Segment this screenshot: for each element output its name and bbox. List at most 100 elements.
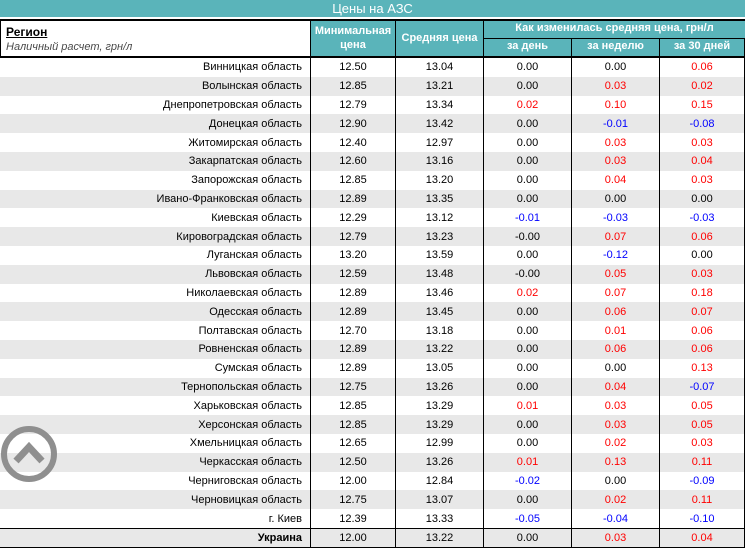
scroll-to-top-button[interactable] xyxy=(1,426,57,482)
min-price-value: 12.89 xyxy=(310,302,395,322)
change-per-day-value: -0.01 xyxy=(483,208,571,228)
change-per-30days-value: -0.10 xyxy=(659,509,745,528)
table-row: Черновицкая область 12.75 13.07 0.00 0.0… xyxy=(0,490,745,510)
min-price-value: 12.50 xyxy=(310,58,395,77)
table-row: Киевская область 12.29 13.12 -0.01 -0.03… xyxy=(0,208,745,228)
change-per-week-value: -0.12 xyxy=(571,245,659,265)
table-row: Ровненская область 12.89 13.22 0.00 0.06… xyxy=(0,339,745,359)
min-price-value: 12.85 xyxy=(310,396,395,416)
change-per-30days-value: 0.15 xyxy=(659,95,745,115)
region-name: Украина xyxy=(257,531,302,544)
change-per-30days-value: 0.03 xyxy=(659,433,745,453)
region-name: Луганская область xyxy=(206,249,302,262)
min-price-value: 12.85 xyxy=(310,76,395,96)
min-price-value: 12.79 xyxy=(310,95,395,115)
table-row: Винницкая область 12.50 13.04 0.00 0.00 … xyxy=(0,58,745,77)
change-per-week-value: -0.01 xyxy=(571,114,659,134)
region-column-header[interactable]: Регион xyxy=(6,24,48,39)
table-row: Черкасская область 12.50 13.26 0.01 0.13… xyxy=(0,452,745,472)
region-header-cell: Регион Наличный расчет, грн/л xyxy=(0,21,310,56)
region-name: Одесская область xyxy=(209,305,302,318)
change-per-30days-column-header: за 30 дней xyxy=(659,38,745,56)
avg-price-value: 13.26 xyxy=(395,452,483,472)
avg-price-value: 13.29 xyxy=(395,415,483,434)
region-name: Тернопольская область xyxy=(181,380,302,393)
change-per-30days-value: -0.08 xyxy=(659,114,745,134)
region-name: Черниговская область xyxy=(188,474,302,487)
change-per-30days-value: 0.03 xyxy=(659,133,745,152)
change-per-day-value: 0.00 xyxy=(483,151,571,171)
avg-price-value: 13.04 xyxy=(395,58,483,77)
change-per-week-value: 0.00 xyxy=(571,189,659,209)
table-row: Ивано-Франковская область 12.89 13.35 0.… xyxy=(0,189,745,209)
change-per-day-value: 0.02 xyxy=(483,95,571,115)
change-per-30days-value: 0.00 xyxy=(659,189,745,209)
table-row: г. Киев 12.39 13.33 -0.05 -0.04 -0.10 xyxy=(0,509,745,528)
change-per-day-value: 0.01 xyxy=(483,452,571,472)
change-per-week-value: 0.00 xyxy=(571,471,659,491)
region-name: Харьковская область xyxy=(193,399,303,412)
avg-price-value: 13.23 xyxy=(395,227,483,246)
change-per-week-value: 0.13 xyxy=(571,452,659,472)
table-row: Житомирская область 12.40 12.97 0.00 0.0… xyxy=(0,133,745,152)
change-per-30days-value: 0.13 xyxy=(659,358,745,378)
change-per-30days-value: 0.03 xyxy=(659,264,745,284)
change-per-week-value: 0.02 xyxy=(571,490,659,510)
region-name: Запорожская область xyxy=(191,174,302,187)
change-per-30days-value: 0.02 xyxy=(659,76,745,96)
region-name: Житомирская область xyxy=(188,136,302,149)
title-header-gap xyxy=(0,17,745,19)
avg-price-value: 13.18 xyxy=(395,321,483,340)
avg-price-value: 13.22 xyxy=(395,339,483,359)
table-row: Сумская область 12.89 13.05 0.00 0.00 0.… xyxy=(0,358,745,378)
min-price-value: 12.59 xyxy=(310,264,395,284)
change-per-30days-value: 0.04 xyxy=(659,528,745,547)
change-per-30days-value: 0.06 xyxy=(659,227,745,246)
scroll-to-top-ring xyxy=(1,426,57,482)
change-per-day-value: 0.00 xyxy=(483,302,571,322)
region-name: Волынская область xyxy=(201,80,302,93)
region-name: Винницкая область xyxy=(203,61,302,74)
min-price-value: 12.75 xyxy=(310,377,395,397)
min-price-value: 12.00 xyxy=(310,471,395,491)
change-per-30days-value: 0.11 xyxy=(659,490,745,510)
avg-price-value: 13.42 xyxy=(395,114,483,134)
change-per-day-value: -0.05 xyxy=(483,509,571,528)
change-per-30days-value: 0.07 xyxy=(659,302,745,322)
change-per-day-value: 0.00 xyxy=(483,189,571,209)
region-name: Николаевская область xyxy=(186,286,302,299)
change-per-day-value: -0.00 xyxy=(483,264,571,284)
change-per-30days-value: 0.06 xyxy=(659,339,745,359)
change-per-day-value: 0.00 xyxy=(483,133,571,152)
avg-price-value: 13.35 xyxy=(395,189,483,209)
change-per-30days-value: 0.05 xyxy=(659,415,745,434)
change-per-week-column-header: за неделю xyxy=(571,38,659,56)
change-per-30days-value: 0.00 xyxy=(659,245,745,265)
avg-price-value: 13.45 xyxy=(395,302,483,322)
change-per-week-value: 0.03 xyxy=(571,76,659,96)
min-price-value: 12.75 xyxy=(310,490,395,510)
avg-price-value: 13.22 xyxy=(395,528,483,547)
avg-price-value: 13.59 xyxy=(395,245,483,265)
region-name: Черкасская область xyxy=(199,456,302,469)
table-row: Херсонская область 12.85 13.29 0.00 0.03… xyxy=(0,415,745,434)
table-row: Хмельницкая область 12.65 12.99 0.00 0.0… xyxy=(0,433,745,453)
change-per-day-value: 0.00 xyxy=(483,490,571,510)
payment-type-label: Наличный расчет, грн/л xyxy=(6,40,133,53)
change-per-day-value: -0.00 xyxy=(483,227,571,246)
price-change-group-header: Как изменилась средняя цена, грн/л xyxy=(483,21,745,39)
chevron-up-icon xyxy=(13,441,45,464)
change-per-week-value: -0.03 xyxy=(571,208,659,228)
region-name: Киевская область xyxy=(211,211,302,224)
avg-price-value: 13.20 xyxy=(395,170,483,190)
region-name: г. Киев xyxy=(268,512,302,525)
change-per-week-value: 0.03 xyxy=(571,528,659,547)
min-price-value: 12.60 xyxy=(310,151,395,171)
avg-price-value: 13.48 xyxy=(395,264,483,284)
min-price-value: 12.00 xyxy=(310,528,395,547)
table-row: Донецкая область 12.90 13.42 0.00 -0.01 … xyxy=(0,114,745,134)
change-per-week-value: 0.00 xyxy=(571,58,659,77)
change-per-day-column-header: за день xyxy=(483,38,571,56)
min-price-value: 12.85 xyxy=(310,415,395,434)
